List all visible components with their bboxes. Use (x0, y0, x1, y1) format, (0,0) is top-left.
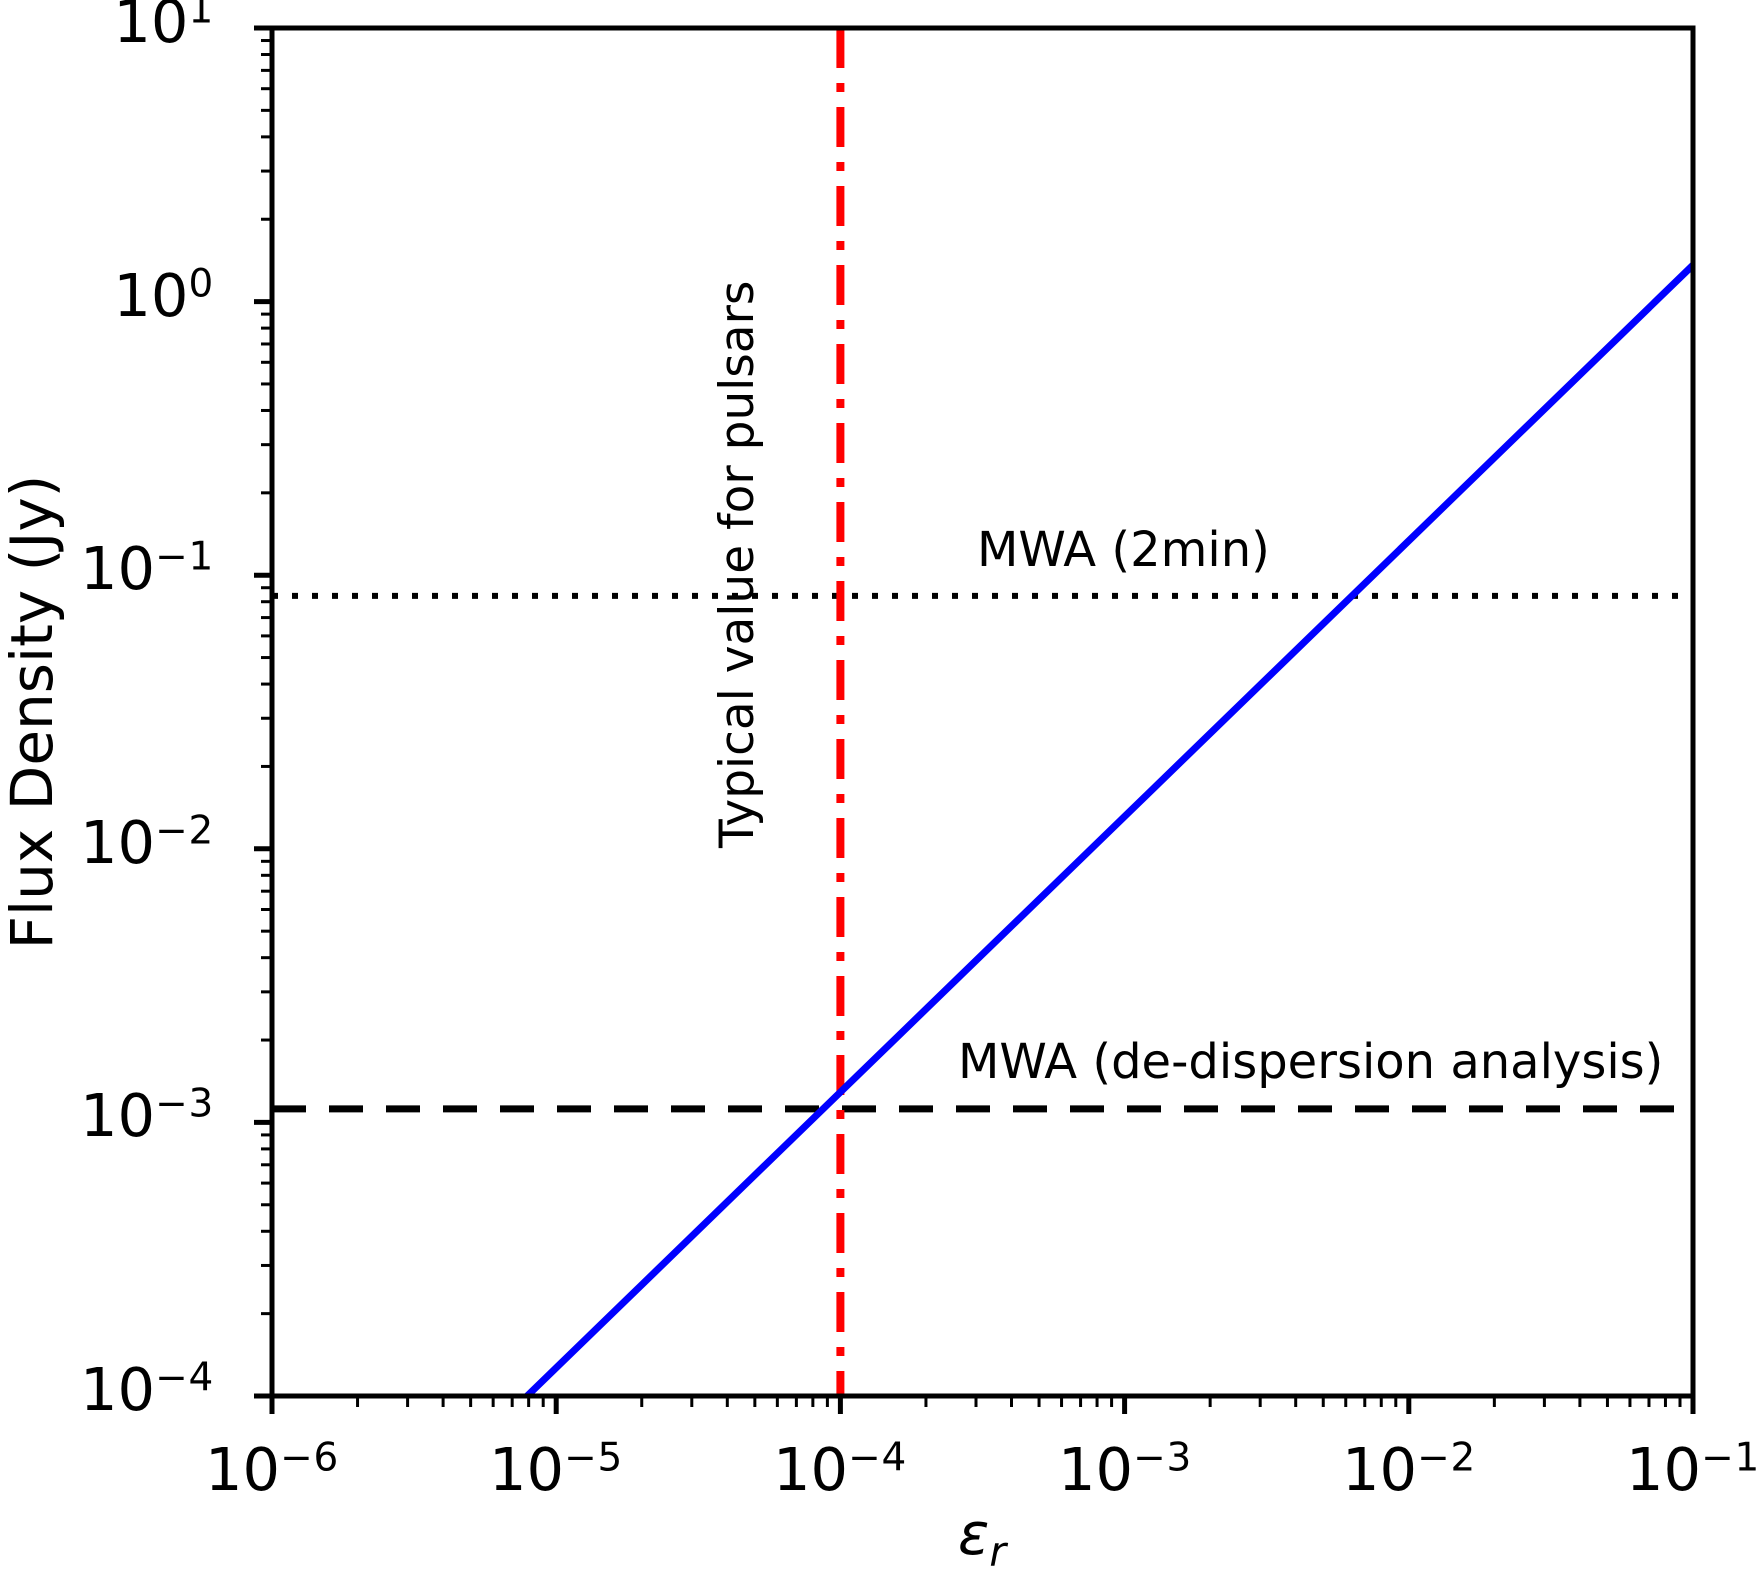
y-tick-label-10e-4: 10−4 (79, 1355, 214, 1424)
y-tick-label-10e-3: 10−3 (79, 1081, 214, 1150)
series-line (524, 262, 1696, 1399)
y-tick-label-10e-2: 10−2 (79, 808, 214, 877)
x-tick-label-10e-2: 10−2 (1341, 1435, 1476, 1504)
annotation-mwa-dedispersion: MWA (de-dispersion analysis) (958, 1034, 1664, 1090)
x-axis-title: εr (958, 1505, 1006, 1569)
x-tick-label-10e-5: 10−5 (488, 1435, 623, 1504)
axes-spines (269, 25, 1696, 1399)
x-tick-label-10e-4: 10−4 (772, 1435, 907, 1504)
x-tick-label-10e-3: 10−3 (1057, 1435, 1192, 1504)
x-tick-label-10e-6: 10−6 (204, 1435, 339, 1504)
annotation-typical-pulsars: Typical value for pulsars (710, 280, 765, 848)
y-tick-label-10e1: 101 (113, 0, 214, 56)
y-axis-title: Flux Density (Jy) (0, 474, 66, 950)
epsilon-subscript: r (989, 1527, 1007, 1569)
epsilon-symbol: ε (957, 1500, 990, 1568)
x-tick-label-10e-1: 10−1 (1625, 1435, 1757, 1504)
annotation-mwa-2min: MWA (2min) (977, 522, 1270, 578)
y-tick-label-10e0: 100 (113, 261, 214, 330)
y-tick-label-10e-1: 10−1 (79, 534, 214, 603)
